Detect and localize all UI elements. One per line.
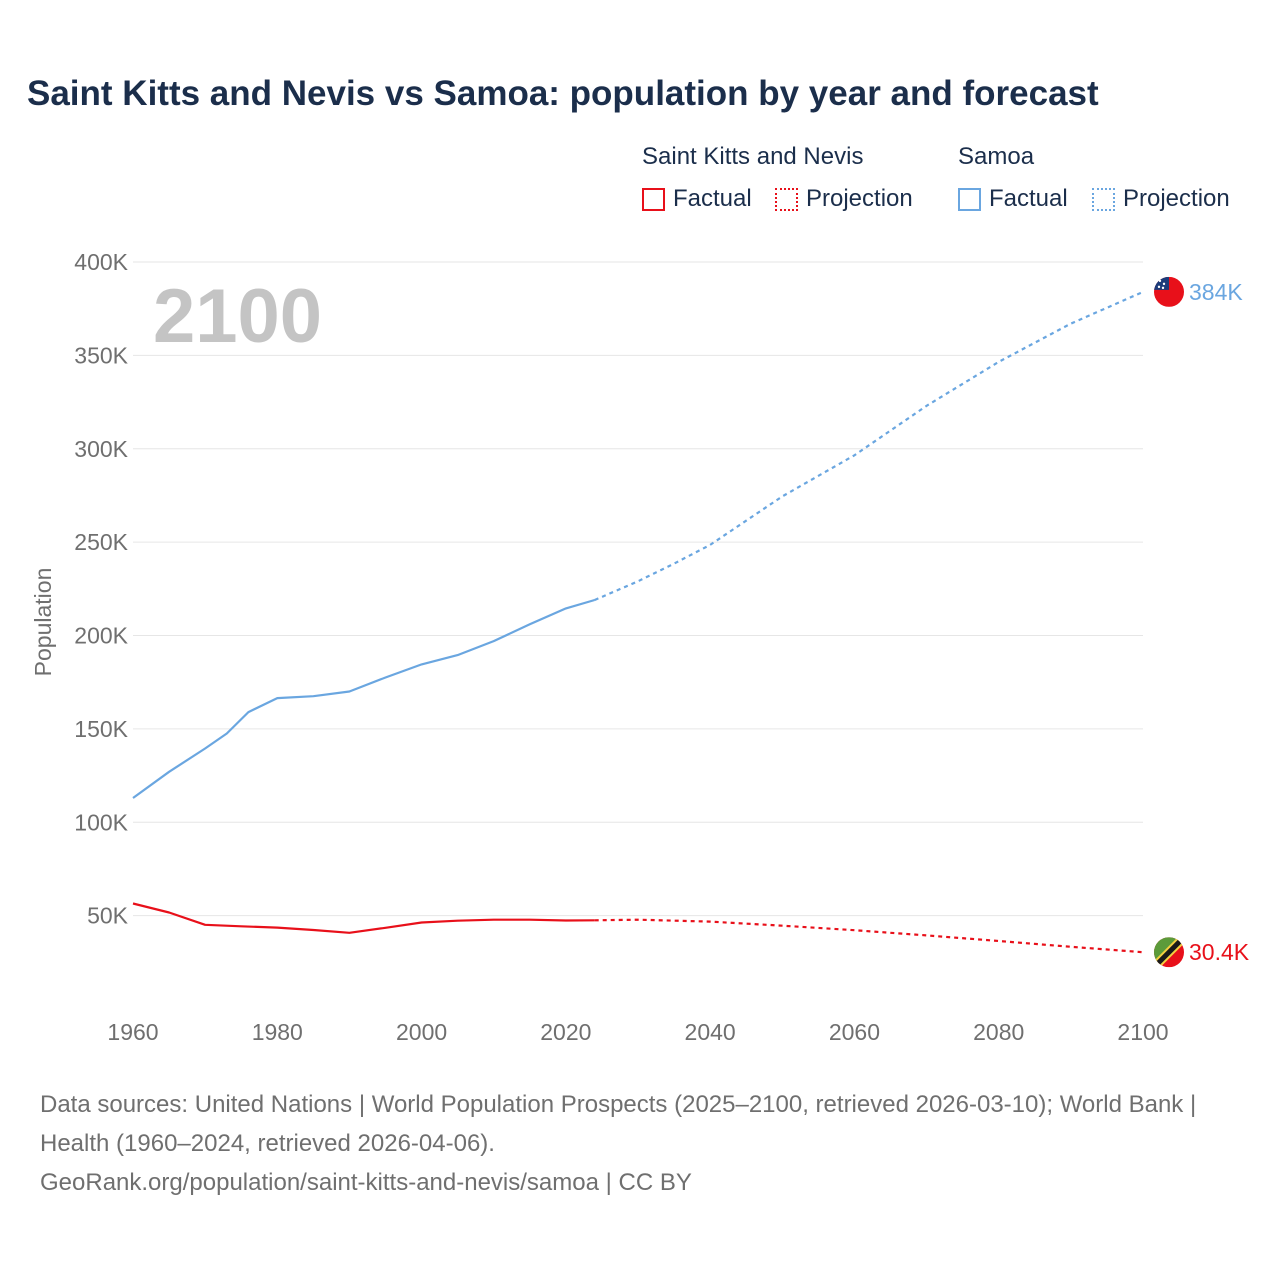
legend-item-samoa-factual[interactable]: Factual xyxy=(958,185,1068,213)
y-axis-label: Population xyxy=(30,568,56,677)
legend-item-skn-projection[interactable]: Projection xyxy=(775,185,913,213)
legend-item-samoa-projection[interactable]: Projection xyxy=(1092,185,1230,213)
x-axis-ticks: 1960 1980 2000 2020 2040 2060 2080 2100 xyxy=(107,1019,1168,1045)
data-sources-note: Data sources: United Nations | World Pop… xyxy=(40,1091,1197,1157)
x-tick-label: 1960 xyxy=(107,1019,158,1045)
y-tick-label: 350K xyxy=(74,342,128,368)
y-axis-ticks: 50K 100K 150K 200K 250K 300K 350K 400K xyxy=(74,249,128,929)
y-tick-label: 200K xyxy=(74,623,128,649)
footer: Data sources: United Nations | World Pop… xyxy=(40,1085,1240,1202)
y-tick-label: 400K xyxy=(74,249,128,275)
y-tick-label: 300K xyxy=(74,436,128,462)
series-end-label: 384K xyxy=(1189,279,1243,305)
legend-group-samoa: Samoa xyxy=(958,143,1035,170)
legend-label: Projection xyxy=(1123,185,1230,212)
series-line-factual xyxy=(132,902,595,934)
series-lines xyxy=(132,290,1144,954)
x-tick-label: 1980 xyxy=(252,1019,303,1045)
legend-swatch-solid xyxy=(642,187,665,211)
legend-label: Projection xyxy=(806,185,913,212)
series-end-label: 30.4K xyxy=(1189,939,1250,965)
legend-swatch-solid xyxy=(958,187,981,211)
y-tick-label: 150K xyxy=(74,716,128,742)
series-line-projection xyxy=(594,290,1144,602)
y-tick-label: 100K xyxy=(74,809,128,835)
x-tick-label: 2060 xyxy=(829,1019,880,1045)
source-link[interactable]: GeoRank.org/population/saint-kitts-and-n… xyxy=(40,1169,692,1196)
x-tick-label: 2020 xyxy=(540,1019,591,1045)
flag-marker-saint-kitts-and-nevis xyxy=(1154,937,1184,968)
series-line-factual xyxy=(132,598,596,799)
legend-item-skn-factual[interactable]: Factual xyxy=(642,185,752,213)
x-tick-label: 2000 xyxy=(396,1019,447,1045)
x-tick-label: 2100 xyxy=(1117,1019,1168,1045)
series-end-markers: 30.4K 384K xyxy=(1154,276,1250,968)
x-tick-label: 2040 xyxy=(685,1019,736,1045)
legend-label: Factual xyxy=(989,185,1068,212)
y-tick-label: 50K xyxy=(87,903,129,929)
legend-label: Factual xyxy=(673,185,752,212)
legend-group-saint-kitts-and-nevis: Saint Kitts and Nevis xyxy=(642,143,864,170)
series-line-projection xyxy=(594,918,1144,954)
population-line-chart: 50K 100K 150K 200K 250K 300K 350K 400K 1960 1980… xyxy=(30,249,1250,1045)
x-tick-label: 2080 xyxy=(973,1019,1024,1045)
year-watermark: 2100 xyxy=(153,274,322,359)
y-tick-label: 250K xyxy=(74,529,128,555)
gridlines xyxy=(133,261,1143,917)
legend-swatch-dotted xyxy=(1092,187,1115,211)
legend-swatch-dotted xyxy=(775,187,798,211)
chart-title: Saint Kitts and Nevis vs Samoa: populati… xyxy=(27,74,1099,113)
flag-marker-samoa xyxy=(1154,276,1184,307)
